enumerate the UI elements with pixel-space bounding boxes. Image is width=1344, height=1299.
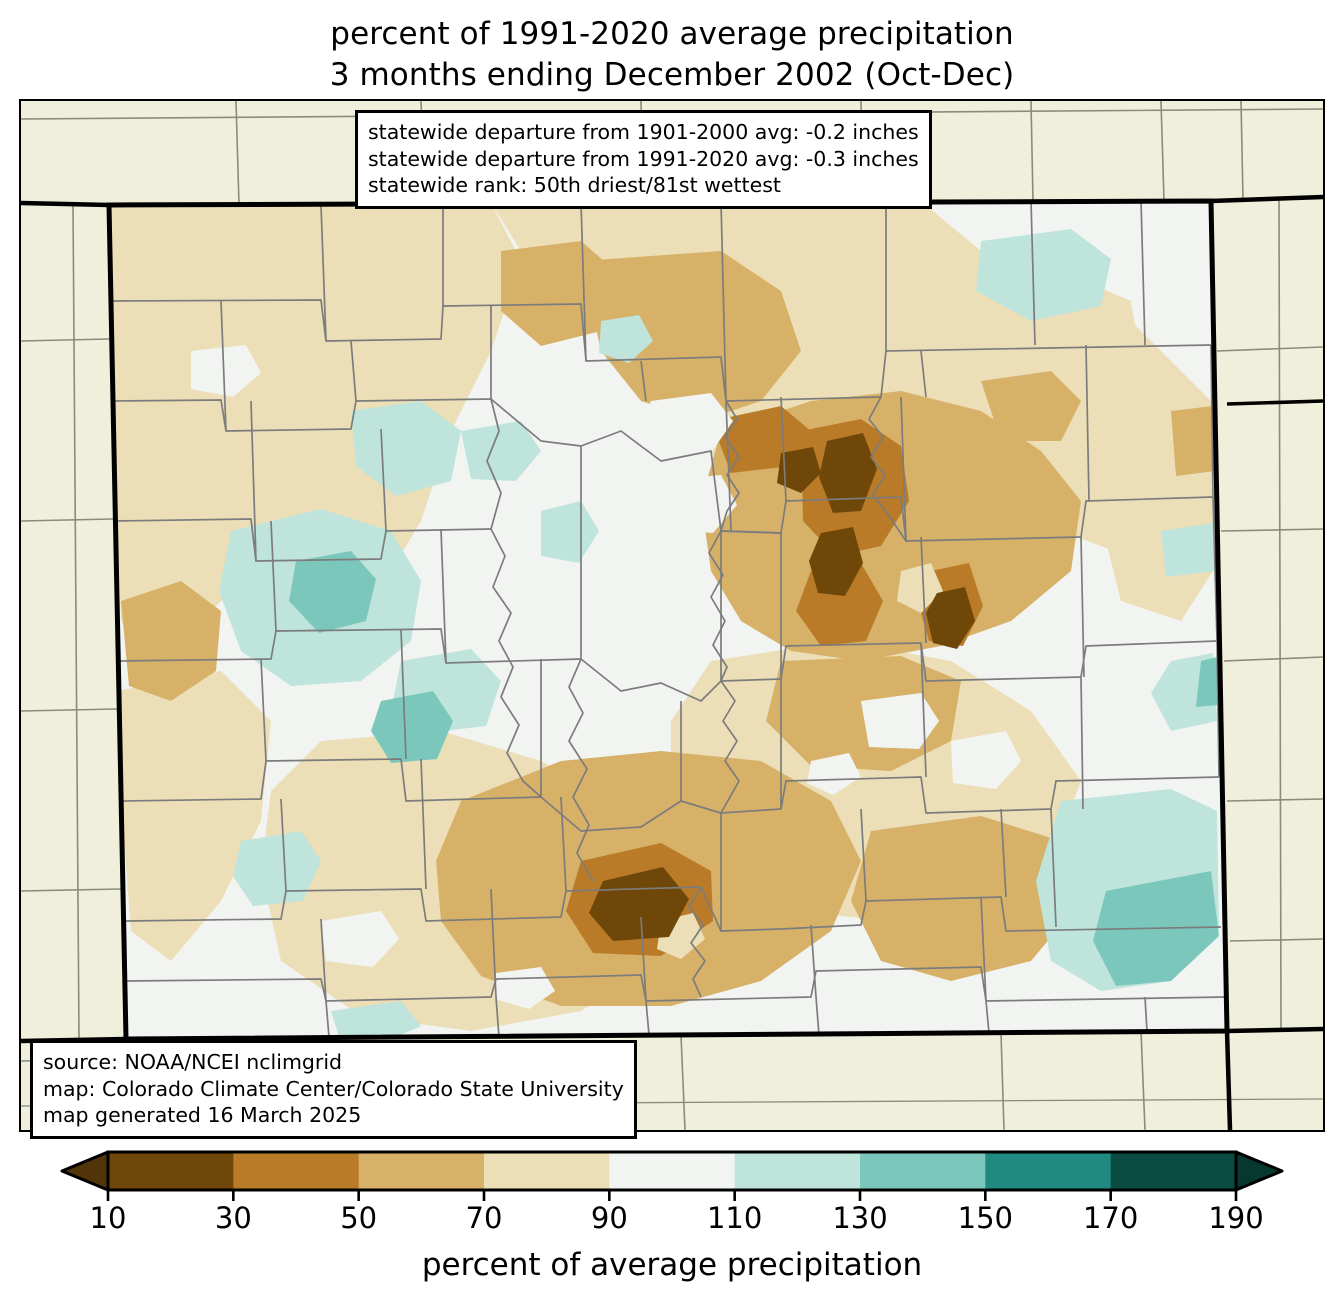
colorbar-band-6 (860, 1152, 986, 1190)
colorbar-band-5 (734, 1152, 861, 1190)
precipitation-contour-fill (109, 201, 1227, 1039)
source-line: source: NOAA/NCEI nclimgrid (43, 1050, 343, 1074)
colorbar-band-8 (1110, 1152, 1237, 1190)
colorbar-tick-label-130: 130 (832, 1201, 888, 1235)
colorado-precipitation-map (21, 101, 1323, 1130)
colorbar-tick-label-70: 70 (465, 1201, 503, 1235)
colorbar-outline (106, 1150, 1238, 1192)
colorbar-svg (60, 1150, 1284, 1201)
colorbar-tick-label-150: 150 (957, 1201, 1014, 1235)
colorbar-tick-label-190: 190 (1208, 1201, 1264, 1235)
colorbar-tick-labels: 10 30 50 70 90 110 130 150 170 190 (0, 1202, 1344, 1242)
statistics-box: statewide departure from 1901-2000 avg: … (355, 110, 932, 209)
county-boundaries (109, 201, 1226, 1039)
colorbar-tick-label-110: 110 (706, 1201, 763, 1235)
colorbar-axis-title: percent of average precipitation (421, 1247, 923, 1283)
colorbar-band-4 (609, 1152, 736, 1190)
colorbar (0, 1146, 1344, 1206)
colorbar-band-7 (985, 1152, 1112, 1190)
colorbar-bands (60, 1150, 1284, 1192)
source-box: source: NOAA/NCEI nclimgrid map: Colorad… (30, 1040, 637, 1139)
map-credit-line: map: Colorado Climate Center/Colorado St… (43, 1076, 624, 1101)
title-line-2: 3 months ending December 2002 (Oct-Dec) (329, 57, 1015, 93)
colorbar-tick-label-30: 30 (214, 1201, 252, 1235)
colorbar-tick-label-90: 90 (590, 1201, 628, 1235)
page-title: percent of 1991-2020 average precipitati… (0, 14, 1344, 96)
colorbar-tick-label-10: 10 (89, 1201, 127, 1235)
colorbar-band-2 (358, 1152, 485, 1190)
stats-line-1991-2020: statewide departure from 1991-2020 avg: … (368, 146, 919, 171)
stats-line-rank: statewide rank: 50th driest/81st wettest (368, 173, 781, 197)
colorbar-tick-label-170: 170 (1082, 1201, 1139, 1235)
colorbar-tick-label-50: 50 (340, 1201, 378, 1235)
map-frame (19, 99, 1325, 1132)
title-line-1: percent of 1991-2020 average precipitati… (330, 16, 1014, 52)
stats-line-1901-2000: statewide departure from 1901-2000 avg: … (368, 120, 919, 144)
colorbar-band-3 (484, 1152, 610, 1190)
colorbar-over-arrow (1234, 1150, 1284, 1192)
colorbar-ticks (106, 1190, 1238, 1201)
colorbar-under-arrow (60, 1150, 110, 1192)
colorbar-band-0 (108, 1152, 234, 1190)
colorbar-band-1 (233, 1152, 360, 1190)
map-generated-line: map generated 16 March 2025 (43, 1103, 362, 1127)
